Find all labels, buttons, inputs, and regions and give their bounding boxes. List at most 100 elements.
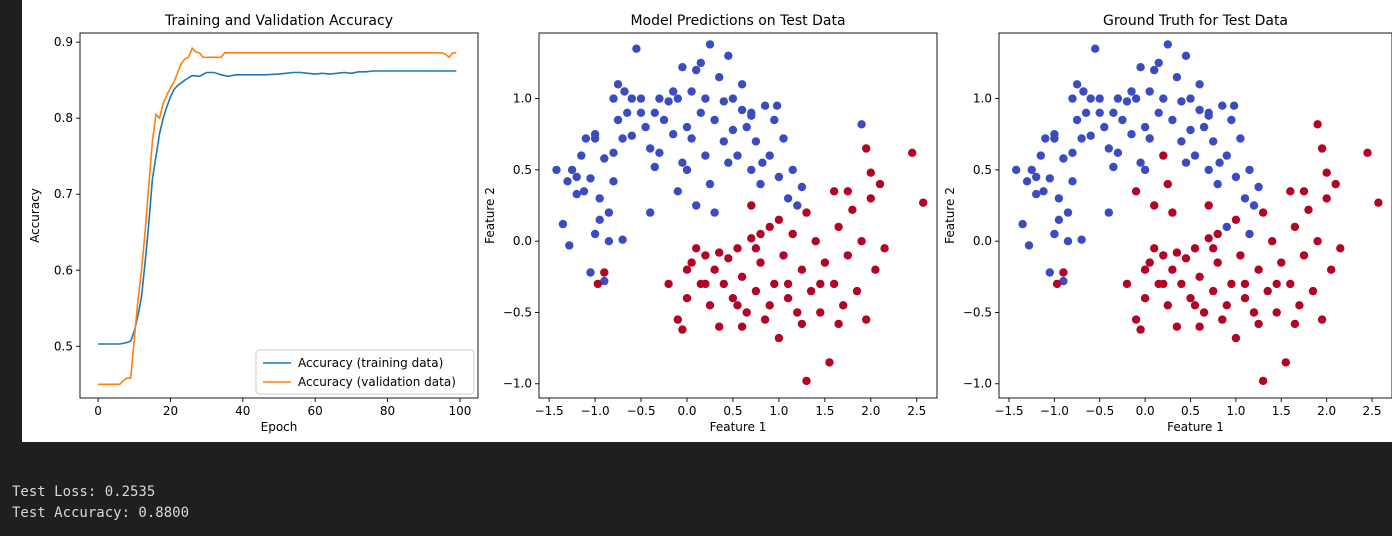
- chart2-point-27: [618, 235, 627, 244]
- chart2-point-3: [563, 177, 572, 186]
- chart2-point-90: [747, 108, 756, 118]
- chart3-point-134: [1308, 286, 1318, 296]
- chart2-point-65: [733, 151, 742, 160]
- chart3-title: Ground Truth for Test Data: [1103, 13, 1288, 29]
- chart2-point-134: [852, 286, 862, 296]
- chart2-point-55: [701, 151, 710, 160]
- chart2-point-122: [797, 265, 807, 274]
- chart2-point-153: [747, 201, 756, 210]
- chart2-point-62: [724, 158, 733, 167]
- chart2-point-109: [737, 272, 747, 281]
- chart2-point-94: [673, 315, 682, 324]
- chart2-points: [552, 40, 928, 386]
- chart3-point-9: [1039, 187, 1048, 196]
- chart3-point-131: [1295, 301, 1304, 310]
- chart3-point-58: [1168, 208, 1177, 217]
- test-accuracy-text: Test Accuracy: 0.8800: [12, 505, 190, 521]
- chart2-point-128: [825, 358, 834, 367]
- chart2-point-138: [871, 265, 880, 274]
- chart2-point-154: [774, 215, 784, 224]
- chart3-point-86: [1154, 58, 1163, 68]
- chart2-point-7: [572, 189, 581, 199]
- chart1-xtick-label-1: 0: [94, 404, 102, 418]
- chart3-point-5: [1027, 165, 1036, 175]
- chart2-point-59: [715, 73, 724, 82]
- chart2-point-39: [655, 148, 664, 157]
- chart3-point-61: [1177, 137, 1186, 146]
- chart2-point-135: [857, 237, 866, 246]
- chart3-point-153: [1204, 201, 1213, 210]
- chart3-point-158: [1190, 301, 1200, 310]
- chart2-frame: [538, 32, 938, 399]
- chart2-point-61: [719, 137, 728, 146]
- chart3-point-54: [1159, 94, 1168, 103]
- chart3-point-108: [1190, 244, 1200, 253]
- chart3-xtick-label-2: −1.0: [1040, 404, 1069, 418]
- chart2-point-88: [620, 87, 629, 96]
- chart3-point-88: [1079, 87, 1088, 96]
- chart2-point-24: [613, 80, 623, 89]
- chart3-point-16: [1054, 215, 1064, 224]
- chart2-point-49: [687, 87, 696, 96]
- chart3-point-18: [1059, 276, 1068, 286]
- chart2-point-161: [593, 279, 602, 289]
- chart3-point-28: [1081, 108, 1091, 118]
- chart1-ytick-label-4: 0.8: [54, 111, 73, 125]
- chart3-point-50: [1145, 134, 1154, 143]
- chart2-point-139: [875, 179, 885, 189]
- chart3-point-47: [1140, 122, 1150, 132]
- chart3-xlabel: Feature 1: [1167, 420, 1224, 434]
- chart2-point-112: [751, 286, 761, 296]
- chart2-xlabel: Feature 1: [710, 420, 767, 434]
- chart3-point-135: [1313, 237, 1322, 246]
- chart2-point-80: [793, 201, 802, 210]
- chart2-ytick-label-5: 1.0: [513, 92, 532, 106]
- chart2-point-104: [715, 322, 724, 331]
- chart1-xtick-label-4: 60: [308, 404, 323, 418]
- chart2-point-82: [857, 120, 866, 129]
- chart2-ytick-label-4: 0.5: [513, 163, 532, 177]
- chart2-point-152: [834, 319, 843, 329]
- chart3-ylabel: Feature 2: [943, 187, 957, 244]
- chart3-point-105: [1177, 279, 1186, 289]
- chart3-point-48: [1140, 165, 1150, 175]
- chart3-point-37: [1109, 108, 1118, 118]
- chart3-point-104: [1172, 322, 1182, 331]
- chart3-point-78: [1240, 194, 1250, 203]
- chart3-point-79: [1245, 165, 1254, 175]
- chart3-point-25: [1072, 115, 1082, 125]
- chart3-point-106: [1181, 254, 1191, 263]
- chart3-point-113: [1213, 258, 1222, 267]
- chart3-point-114: [1218, 315, 1227, 324]
- chart3-point-31: [1091, 44, 1100, 53]
- chart2-point-19: [604, 208, 614, 217]
- chart2-point-63: [728, 94, 738, 103]
- chart2-point-136: [862, 315, 871, 324]
- chart3-point-69: [1204, 165, 1213, 175]
- chart2-point-132: [843, 251, 852, 260]
- chart3-point-10: [1041, 134, 1050, 143]
- chart2-point-79: [788, 165, 797, 175]
- chart2-point-144: [919, 198, 928, 207]
- chart2-ylabel: Feature 2: [483, 187, 497, 244]
- chart2-point-86: [696, 58, 705, 68]
- chart2-point-9: [579, 187, 589, 196]
- chart2-point-71: [751, 137, 761, 146]
- chart3-point-161: [1052, 279, 1062, 289]
- chart3-point-137: [1322, 194, 1331, 203]
- chart3-xtick-label-3: −0.5: [1085, 404, 1114, 418]
- chart2-ytick-label-1: −1.0: [503, 377, 532, 391]
- chart2-xtick-label-3: −0.5: [626, 404, 655, 418]
- chart3-point-29: [1086, 94, 1095, 103]
- chart2-xtick-label-5: 0.5: [723, 404, 742, 418]
- chart2-point-43: [669, 130, 678, 139]
- chart3-point-110: [1199, 308, 1209, 317]
- chart1-xtick-label-2: 20: [163, 404, 178, 418]
- chart3-point-116: [1227, 279, 1236, 289]
- chart3-point-144: [1374, 198, 1383, 207]
- chart3-point-38: [1113, 94, 1123, 103]
- chart2-point-6: [572, 172, 581, 182]
- chart3-point-141: [1317, 144, 1327, 153]
- chart2-point-37: [650, 108, 659, 118]
- chart2-xtick-label-4: 0.0: [677, 404, 696, 418]
